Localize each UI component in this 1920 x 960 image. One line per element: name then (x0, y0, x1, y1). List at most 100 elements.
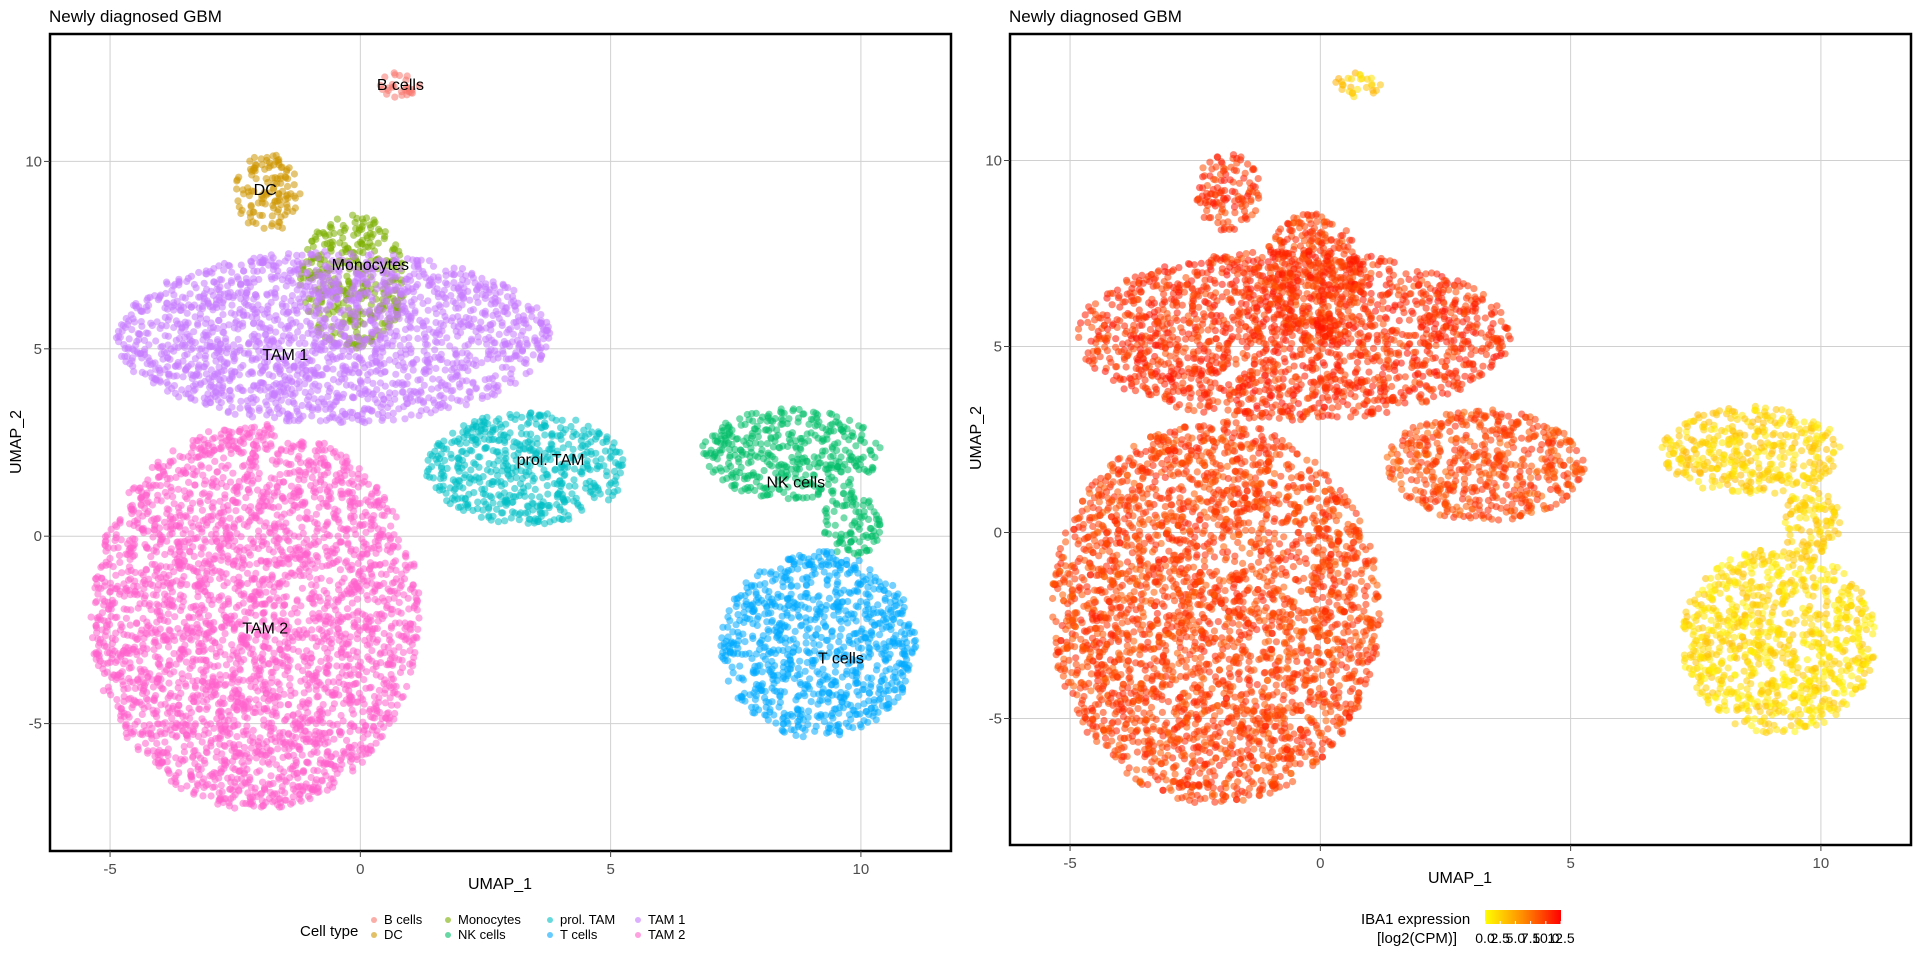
cell-point (429, 474, 437, 482)
cell-point (736, 662, 744, 670)
cell-point (595, 462, 604, 470)
cell-point (723, 474, 731, 482)
cell-point (799, 553, 808, 562)
cell-point (245, 192, 253, 200)
cell-point (471, 356, 479, 364)
cell-point (755, 706, 763, 714)
cell-point (348, 345, 356, 353)
cell-point (847, 701, 855, 710)
cell-point (818, 437, 826, 445)
cell-point (447, 317, 455, 325)
cell-point (340, 241, 349, 249)
cell-point (461, 461, 469, 469)
cell-point (798, 476, 806, 484)
cell-point (146, 369, 154, 377)
cell-point (817, 562, 825, 571)
cell-point (126, 621, 134, 629)
cell-point (262, 325, 270, 333)
cell-point (804, 682, 812, 690)
cell-point (365, 417, 373, 425)
cell-point (240, 190, 248, 198)
cell-point (827, 461, 836, 469)
cell-point (857, 455, 865, 463)
cell-point (401, 304, 409, 312)
cell-point (415, 81, 423, 89)
cell-point (249, 208, 257, 216)
cell-point (280, 294, 288, 303)
cell-point (364, 371, 372, 379)
cell-point (528, 499, 536, 507)
cell-point (537, 319, 545, 327)
cell-point (449, 429, 457, 437)
cell-point (390, 69, 398, 77)
cell-point (741, 592, 749, 600)
cell-point (186, 741, 194, 749)
cell-point (368, 354, 376, 362)
cell-point (781, 622, 789, 630)
cell-point (371, 218, 379, 226)
cell-point (352, 311, 360, 319)
cell-point (436, 475, 445, 483)
cell-point (288, 377, 296, 385)
cell-point (259, 259, 267, 267)
cell-point (510, 286, 518, 294)
cell-point (747, 471, 755, 479)
cell-point (569, 432, 577, 441)
cell-point (799, 494, 807, 502)
cell-point (810, 640, 818, 648)
cell-point (125, 335, 133, 343)
cell-point (216, 275, 224, 284)
cell-point (373, 399, 381, 407)
cell-point (362, 214, 371, 222)
cell-point (289, 319, 297, 327)
cell-point (769, 417, 777, 425)
cell-point (263, 156, 271, 165)
cell-point (490, 478, 498, 486)
cell-point (740, 618, 748, 627)
cell-point (488, 296, 496, 304)
cell-point (226, 386, 234, 394)
cell-point (789, 407, 797, 415)
cell-point (781, 634, 790, 642)
cell-point (760, 568, 768, 576)
cell-point (814, 700, 822, 708)
cell-point (237, 397, 245, 405)
cell-point (554, 490, 563, 498)
cell-point (725, 445, 734, 453)
cell-point (793, 671, 802, 679)
cell-point (203, 270, 211, 278)
cell-point (403, 72, 411, 80)
cell-point (236, 404, 244, 412)
cell-point (787, 726, 795, 734)
cell-point (440, 293, 448, 301)
cell-point (462, 500, 470, 508)
cell-point (897, 660, 905, 668)
cell-point (444, 404, 452, 412)
cell-point (594, 486, 603, 494)
cell-point (614, 486, 622, 494)
cell-point (236, 305, 244, 314)
cell-point (772, 719, 780, 727)
plot-title: Newly diagnosed GBM (49, 7, 222, 26)
cell-point (777, 565, 785, 573)
cell-point (373, 345, 381, 353)
cell-point (122, 614, 130, 622)
cell-point (448, 394, 456, 402)
cell-point (351, 277, 359, 285)
cell-point (443, 497, 451, 505)
cell-point (507, 375, 515, 383)
cell-point (348, 334, 356, 342)
cell-point (482, 324, 490, 332)
cell-point (323, 562, 331, 570)
cell-point (784, 670, 792, 678)
cell-point (205, 375, 213, 383)
cell-point (736, 415, 744, 423)
cell-point (577, 443, 585, 452)
cell-point (413, 325, 421, 333)
cell-point (882, 643, 890, 651)
cell-point (794, 455, 802, 463)
cell-point (381, 334, 389, 342)
cell-point (395, 405, 403, 413)
cell-point (228, 279, 236, 287)
cell-point (855, 422, 863, 430)
